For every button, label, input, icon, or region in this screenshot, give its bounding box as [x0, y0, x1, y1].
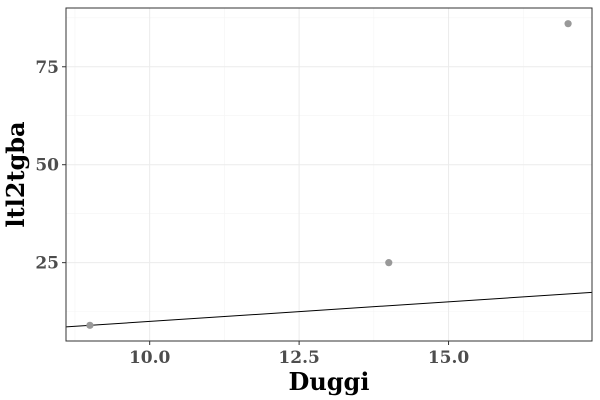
data-points [86, 20, 572, 329]
reference-line-layer [65, 291, 593, 328]
x-tick-label: 15.0 [428, 348, 470, 368]
x-tick-label: 12.5 [278, 348, 319, 368]
data-point [564, 20, 572, 28]
y-axis-title: ltl2tgba [1, 121, 30, 227]
data-point [385, 259, 393, 267]
x-axis-title: Duggi [289, 367, 370, 396]
axis-ticks: 10.0 12.5 15.0 25 50 75 [35, 58, 469, 368]
y-tick-label: 50 [35, 156, 59, 176]
panel-border [65, 7, 593, 342]
grid [66, 8, 592, 341]
x-tick-label: 10.0 [129, 348, 171, 368]
y-tick-label: 75 [35, 58, 59, 78]
data-point [86, 321, 94, 329]
reference-line [65, 291, 593, 328]
y-tick-label: 25 [35, 254, 59, 274]
